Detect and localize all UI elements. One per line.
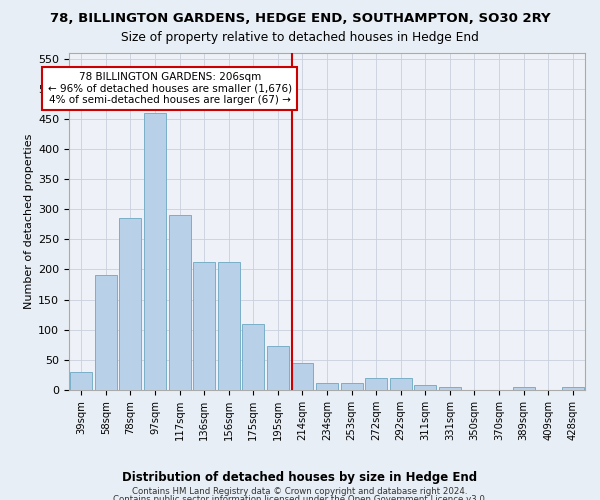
Y-axis label: Number of detached properties: Number of detached properties <box>24 134 34 309</box>
Bar <box>218 262 240 390</box>
Text: Contains HM Land Registry data © Crown copyright and database right 2024.: Contains HM Land Registry data © Crown c… <box>132 488 468 496</box>
Text: Contains public sector information licensed under the Open Government Licence v3: Contains public sector information licen… <box>113 495 487 500</box>
Bar <box>292 363 313 390</box>
Bar <box>70 372 92 390</box>
Bar <box>512 387 535 390</box>
Text: Size of property relative to detached houses in Hedge End: Size of property relative to detached ho… <box>121 31 479 44</box>
Text: 78 BILLINGTON GARDENS: 206sqm
← 96% of detached houses are smaller (1,676)
4% of: 78 BILLINGTON GARDENS: 206sqm ← 96% of d… <box>47 72 292 105</box>
Bar <box>389 378 412 390</box>
Bar <box>144 113 166 390</box>
Bar <box>365 378 387 390</box>
Bar <box>119 218 142 390</box>
Bar <box>267 346 289 390</box>
Bar <box>414 385 436 390</box>
Text: Distribution of detached houses by size in Hedge End: Distribution of detached houses by size … <box>122 471 478 484</box>
Bar <box>193 262 215 390</box>
Bar <box>169 215 191 390</box>
Bar <box>439 387 461 390</box>
Bar <box>341 383 362 390</box>
Bar <box>242 324 265 390</box>
Text: 78, BILLINGTON GARDENS, HEDGE END, SOUTHAMPTON, SO30 2RY: 78, BILLINGTON GARDENS, HEDGE END, SOUTH… <box>50 12 550 26</box>
Bar <box>316 383 338 390</box>
Bar <box>95 276 117 390</box>
Bar <box>562 387 584 390</box>
